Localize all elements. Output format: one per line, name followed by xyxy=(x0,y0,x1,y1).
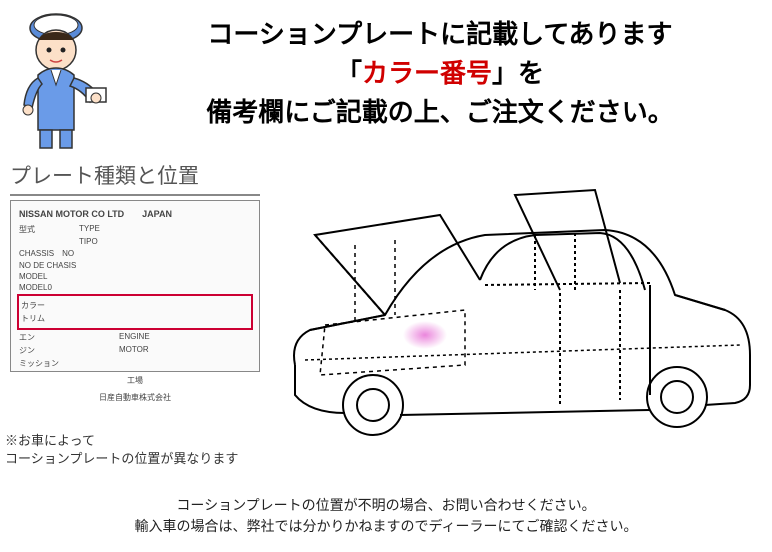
plate-tipo: TIPO xyxy=(79,237,98,246)
header-line2-a: 「 xyxy=(336,58,362,88)
plate-factory: 工場 xyxy=(127,376,143,385)
plate-type-label: 型式 xyxy=(19,224,79,235)
header-line-2: 「カラー番号」を xyxy=(108,54,772,93)
note-line-1: ※お車によって xyxy=(5,432,238,450)
header-line2-red: カラー番号 xyxy=(362,58,492,88)
footer-line-1: コーションプレートの位置が不明の場合、お問い合わせください。 xyxy=(0,495,772,516)
mechanic-illustration xyxy=(8,10,108,150)
header-line-3: 備考欄にご記載の上、ご注文ください。 xyxy=(108,93,772,132)
footer-line-2: 輸入車の場合は、弊社では分かりかねますのでディーラーにてご確認ください。 xyxy=(0,516,772,537)
header-text-block: コーションプレートに記載してあります 「カラー番号」を 備考欄にご記載の上、ご注… xyxy=(108,10,772,132)
note-text: ※お車によって コーションプレートの位置が異なります xyxy=(5,432,238,468)
plate-en1: エン xyxy=(19,332,119,343)
plate-blank xyxy=(19,237,79,246)
plate-chassis2: NO DE CHASIS xyxy=(19,261,76,270)
plate-company: 日産自動車株式会社 xyxy=(99,393,171,402)
plate-color-highlight: カラー トリム xyxy=(17,294,253,330)
plate-model0: MODEL0 xyxy=(19,283,52,292)
car-diagram xyxy=(265,165,765,455)
header-line-1: コーションプレートに記載してあります xyxy=(108,15,772,54)
plate-mission: ミッション xyxy=(19,358,59,369)
header-line2-b: 」を xyxy=(492,58,544,88)
plate-type-en: TYPE xyxy=(79,224,100,235)
plate-jin: ジン xyxy=(19,345,119,356)
plate-header: NISSAN MOTOR CO LTD JAPAN xyxy=(19,207,251,220)
note-line-2: コーションプレートの位置が異なります xyxy=(5,450,238,468)
caution-plate-sample: NISSAN MOTOR CO LTD JAPAN 型式TYPE TIPO CH… xyxy=(10,200,260,372)
plate-model: MODEL xyxy=(19,272,47,281)
plate-engine: ENGINE xyxy=(119,332,150,343)
plate-location-marker xyxy=(403,321,447,349)
plate-motor: MOTOR xyxy=(119,345,149,356)
section-title: プレート種類と位置 xyxy=(10,160,260,196)
plate-chassis: CHASSIS NO xyxy=(19,248,74,259)
plate-trim: トリム xyxy=(21,313,45,324)
header-area: コーションプレートに記載してあります 「カラー番号」を 備考欄にご記載の上、ご注… xyxy=(0,10,772,150)
plate-color: カラー xyxy=(21,300,45,311)
footer-text: コーションプレートの位置が不明の場合、お問い合わせください。 輸入車の場合は、弊… xyxy=(0,495,772,537)
